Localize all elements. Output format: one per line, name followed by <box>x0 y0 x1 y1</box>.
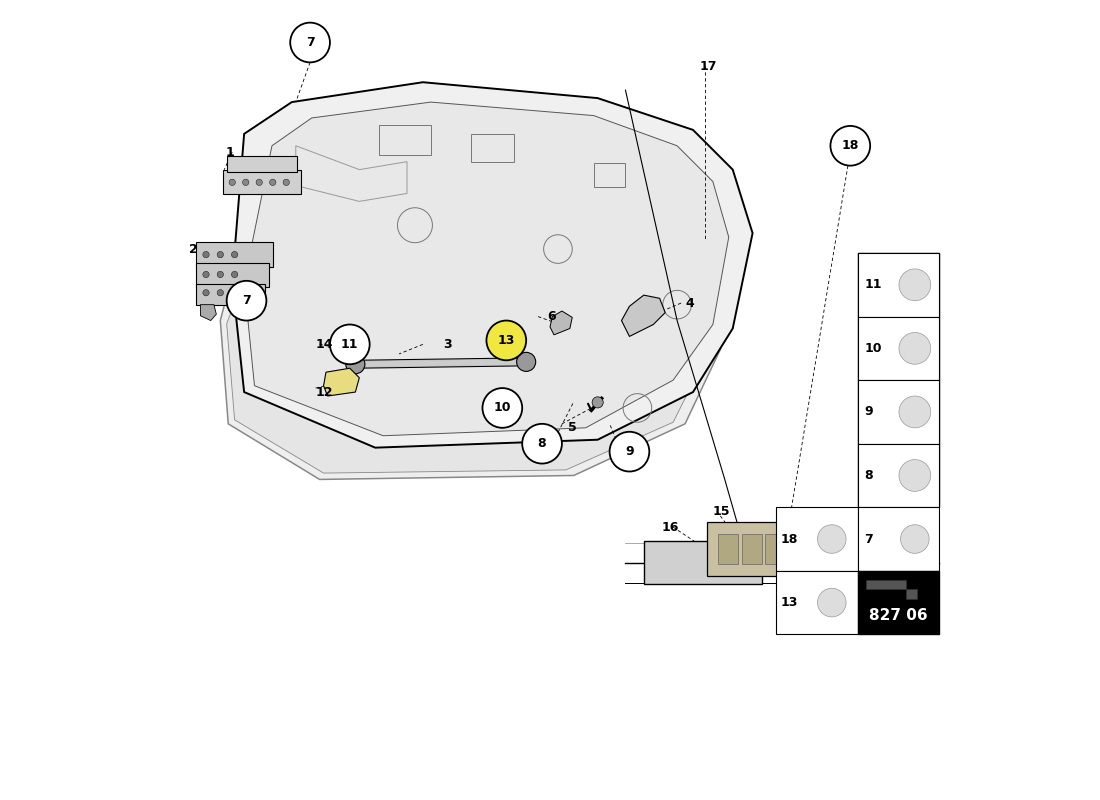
Text: 17: 17 <box>700 60 717 73</box>
Text: 9: 9 <box>865 406 872 418</box>
FancyBboxPatch shape <box>196 284 265 306</box>
Circle shape <box>483 388 522 428</box>
Circle shape <box>830 126 870 166</box>
Circle shape <box>899 269 931 301</box>
Bar <box>858 380 939 444</box>
Bar <box>858 444 939 507</box>
Circle shape <box>901 525 930 554</box>
Circle shape <box>231 271 238 278</box>
FancyBboxPatch shape <box>228 156 297 172</box>
Text: 13: 13 <box>780 596 798 609</box>
Text: 9: 9 <box>625 445 634 458</box>
Polygon shape <box>244 102 728 436</box>
Bar <box>858 253 939 317</box>
Text: 18: 18 <box>842 139 859 152</box>
Text: 7: 7 <box>242 294 251 307</box>
Text: 11: 11 <box>341 338 359 351</box>
Circle shape <box>609 432 649 471</box>
Bar <box>858 317 939 380</box>
Circle shape <box>217 271 223 278</box>
Text: 827 06: 827 06 <box>869 608 928 622</box>
Circle shape <box>270 179 276 186</box>
Circle shape <box>592 397 603 408</box>
Text: 11: 11 <box>865 278 882 291</box>
Polygon shape <box>227 203 707 473</box>
Text: 5: 5 <box>569 422 578 434</box>
Circle shape <box>227 281 266 321</box>
Circle shape <box>256 179 263 186</box>
Circle shape <box>899 333 931 364</box>
Circle shape <box>231 290 238 296</box>
Text: a passion for
lamborghini: a passion for lamborghini <box>428 324 640 444</box>
Circle shape <box>817 525 846 554</box>
Text: 10: 10 <box>865 342 882 355</box>
Text: 8: 8 <box>865 469 872 482</box>
Bar <box>777 507 858 571</box>
Circle shape <box>202 271 209 278</box>
Text: eu: eu <box>310 253 504 388</box>
Circle shape <box>522 424 562 463</box>
Circle shape <box>217 290 223 296</box>
Circle shape <box>231 251 238 258</box>
Polygon shape <box>866 580 917 599</box>
Bar <box>742 534 762 565</box>
Text: 1: 1 <box>226 146 234 158</box>
Text: 18: 18 <box>780 533 798 546</box>
FancyBboxPatch shape <box>644 542 762 584</box>
Text: 16: 16 <box>661 521 679 534</box>
Bar <box>764 534 777 565</box>
Bar <box>338 330 348 344</box>
Circle shape <box>243 179 249 186</box>
Polygon shape <box>550 311 572 335</box>
Bar <box>379 125 431 155</box>
Polygon shape <box>200 305 217 321</box>
Text: 7: 7 <box>865 533 873 546</box>
Polygon shape <box>220 190 720 479</box>
Circle shape <box>202 251 209 258</box>
Circle shape <box>330 325 370 364</box>
Text: 2: 2 <box>188 242 197 255</box>
Text: 8: 8 <box>538 437 547 450</box>
FancyBboxPatch shape <box>707 522 782 576</box>
FancyBboxPatch shape <box>223 170 300 194</box>
Polygon shape <box>621 295 665 337</box>
Text: 3: 3 <box>442 338 451 351</box>
Circle shape <box>290 22 330 62</box>
Circle shape <box>899 459 931 491</box>
Text: 7: 7 <box>306 36 315 49</box>
Text: 4: 4 <box>685 297 694 310</box>
Bar <box>471 134 515 162</box>
Text: 15: 15 <box>713 505 730 518</box>
Bar <box>777 571 858 634</box>
FancyBboxPatch shape <box>196 263 268 287</box>
Text: 12: 12 <box>316 386 333 398</box>
Bar <box>858 571 939 634</box>
Text: 13: 13 <box>497 334 515 347</box>
Circle shape <box>345 354 365 374</box>
Text: 6: 6 <box>548 310 557 323</box>
Circle shape <box>202 290 209 296</box>
Text: 14: 14 <box>316 338 333 351</box>
Circle shape <box>217 251 223 258</box>
Bar <box>858 253 939 507</box>
Bar <box>594 163 626 187</box>
Circle shape <box>817 588 846 617</box>
FancyBboxPatch shape <box>196 242 273 267</box>
Polygon shape <box>232 82 752 448</box>
Text: 10: 10 <box>494 402 512 414</box>
Bar <box>858 507 939 571</box>
Circle shape <box>899 396 931 428</box>
Polygon shape <box>323 368 360 396</box>
Circle shape <box>517 352 536 371</box>
Bar <box>718 534 738 565</box>
Circle shape <box>229 179 235 186</box>
Circle shape <box>283 179 289 186</box>
Circle shape <box>334 341 350 356</box>
Circle shape <box>486 321 526 360</box>
